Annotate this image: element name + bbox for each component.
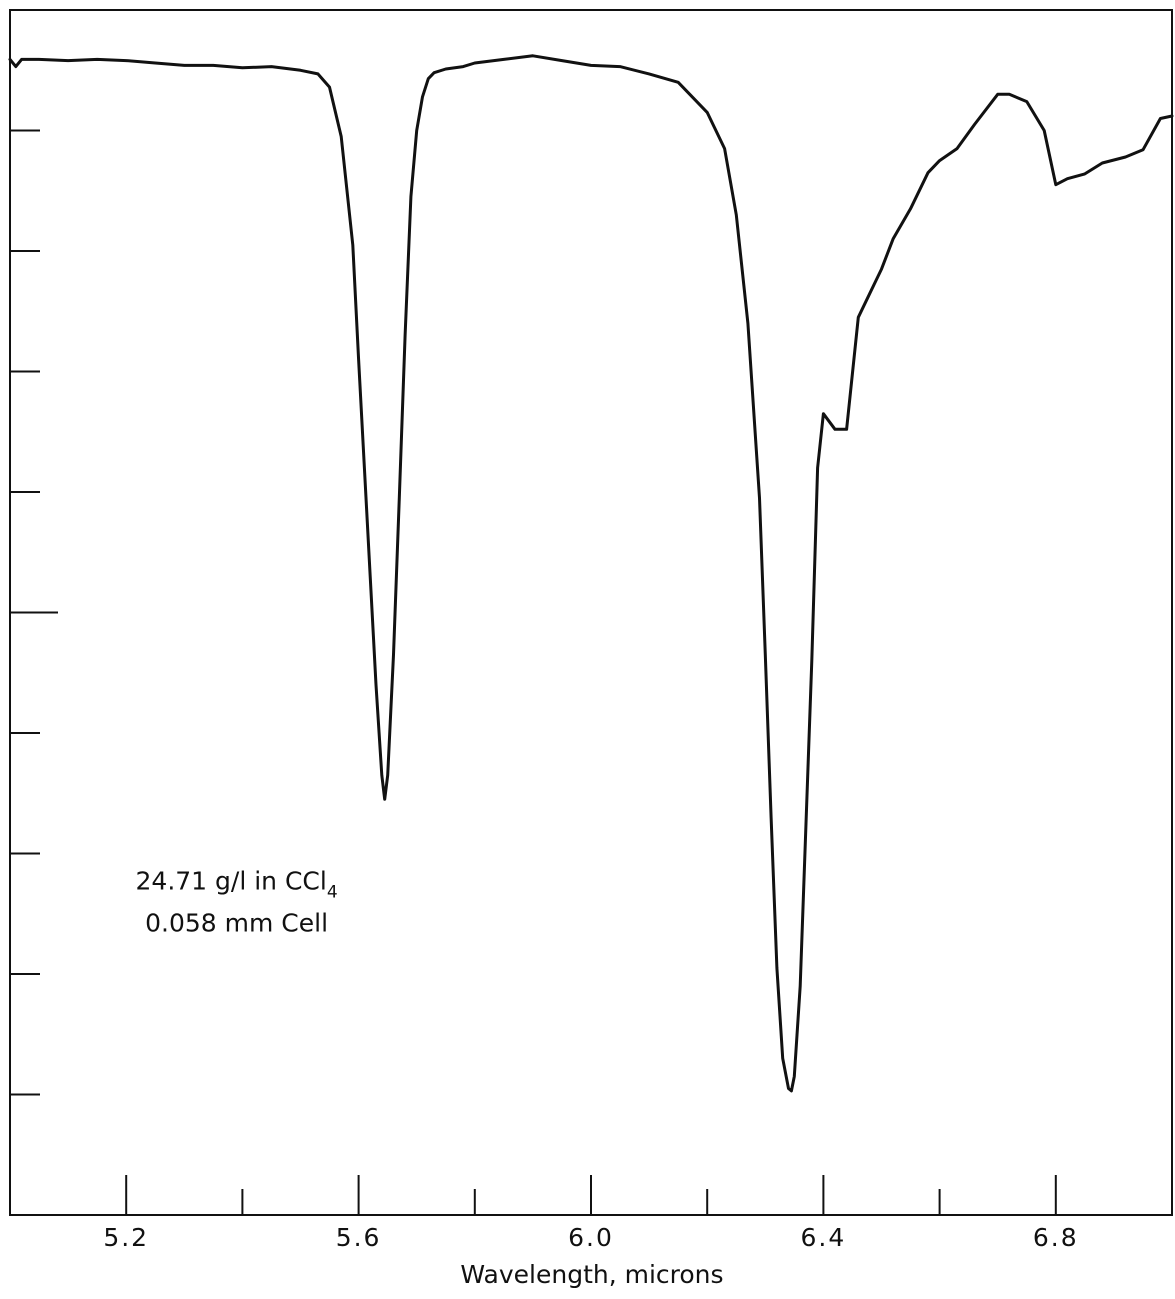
annotation-concentration: 24.71 g/l in CCl4 xyxy=(136,867,338,903)
x-tick-label-6: 6.0 xyxy=(568,1223,614,1252)
x-tick-label-5.6: 5.6 xyxy=(336,1223,382,1252)
annotation-concentration-text: 24.71 g/l in CCl xyxy=(136,867,327,896)
x-tick-label-5.2: 5.2 xyxy=(103,1223,149,1252)
annotation-cell: 0.058 mm Cell xyxy=(145,909,328,938)
plot-frame xyxy=(9,9,1173,1216)
spectrum-line xyxy=(8,54,1174,1093)
annotation-subscript: 4 xyxy=(327,883,338,903)
x-axis-tick-labels: 5.2 5.6 6.0 6.4 6.8 xyxy=(103,1223,1079,1252)
y-axis-ticks xyxy=(10,129,58,1096)
x-axis-ticks xyxy=(125,1175,1057,1215)
x-axis-title: Wavelength, microns xyxy=(460,1260,723,1289)
x-tick-label-6.4: 6.4 xyxy=(801,1223,847,1252)
x-tick-label-6.8: 6.8 xyxy=(1033,1223,1079,1252)
